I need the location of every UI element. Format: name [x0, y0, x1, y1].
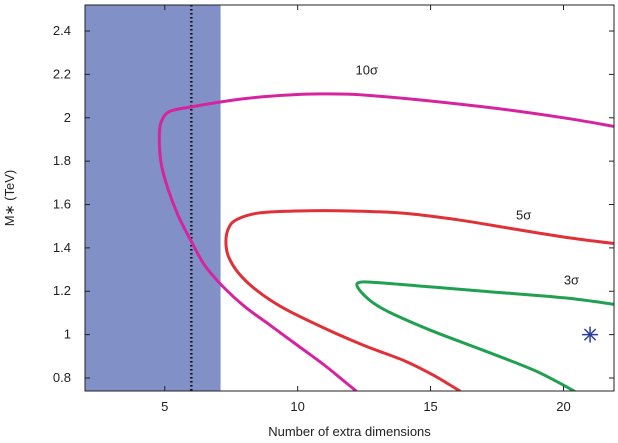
contour-line-sigma3 [355, 280, 614, 391]
excluded-region-band [85, 5, 221, 391]
plot-frame-layer [84, 4, 615, 392]
y-tick-label: 1.8 [53, 153, 71, 168]
y-tick-label: 1.4 [53, 240, 71, 255]
y-tick-label: 1 [64, 327, 71, 342]
y-tick-label: 2.2 [53, 66, 71, 81]
axis-ticks-layer [85, 5, 614, 391]
contour-label-sigma10: 10σ [356, 62, 378, 77]
x-tick-label: 20 [556, 399, 570, 414]
y-tick-label: 2 [64, 110, 71, 125]
contour-curves-layer [157, 92, 614, 391]
contour-label-sigma5: 5σ [516, 208, 531, 223]
contour-line-sigma10 [157, 92, 614, 391]
excluded-region-layer [85, 5, 221, 391]
plot-frame [84, 4, 615, 392]
x-tick-label: 5 [161, 399, 168, 414]
x-axis-title: Number of extra dimensions [268, 424, 431, 439]
y-tick-label: 1.6 [53, 197, 71, 212]
text-labels-layer: 10σ 5σ 3σ 5 10 15 20 0.8 1 1.2 1.4 1.6 1.8 2 2.2 2.4 Num… [2, 23, 579, 439]
x-tick-label: 10 [290, 399, 304, 414]
y-axis-title: M∗ (TeV) [2, 170, 17, 226]
asterisk-marker-stroke [583, 328, 597, 341]
contour-line-sigma5 [224, 209, 614, 391]
asterisk-marker [582, 326, 599, 343]
y-tick-label: 1.2 [53, 283, 71, 298]
contour-label-sigma3: 3σ [564, 273, 579, 288]
y-tick-label: 2.4 [53, 23, 71, 38]
x-tick-label: 15 [423, 399, 437, 414]
y-tick-label: 0.8 [53, 370, 71, 385]
